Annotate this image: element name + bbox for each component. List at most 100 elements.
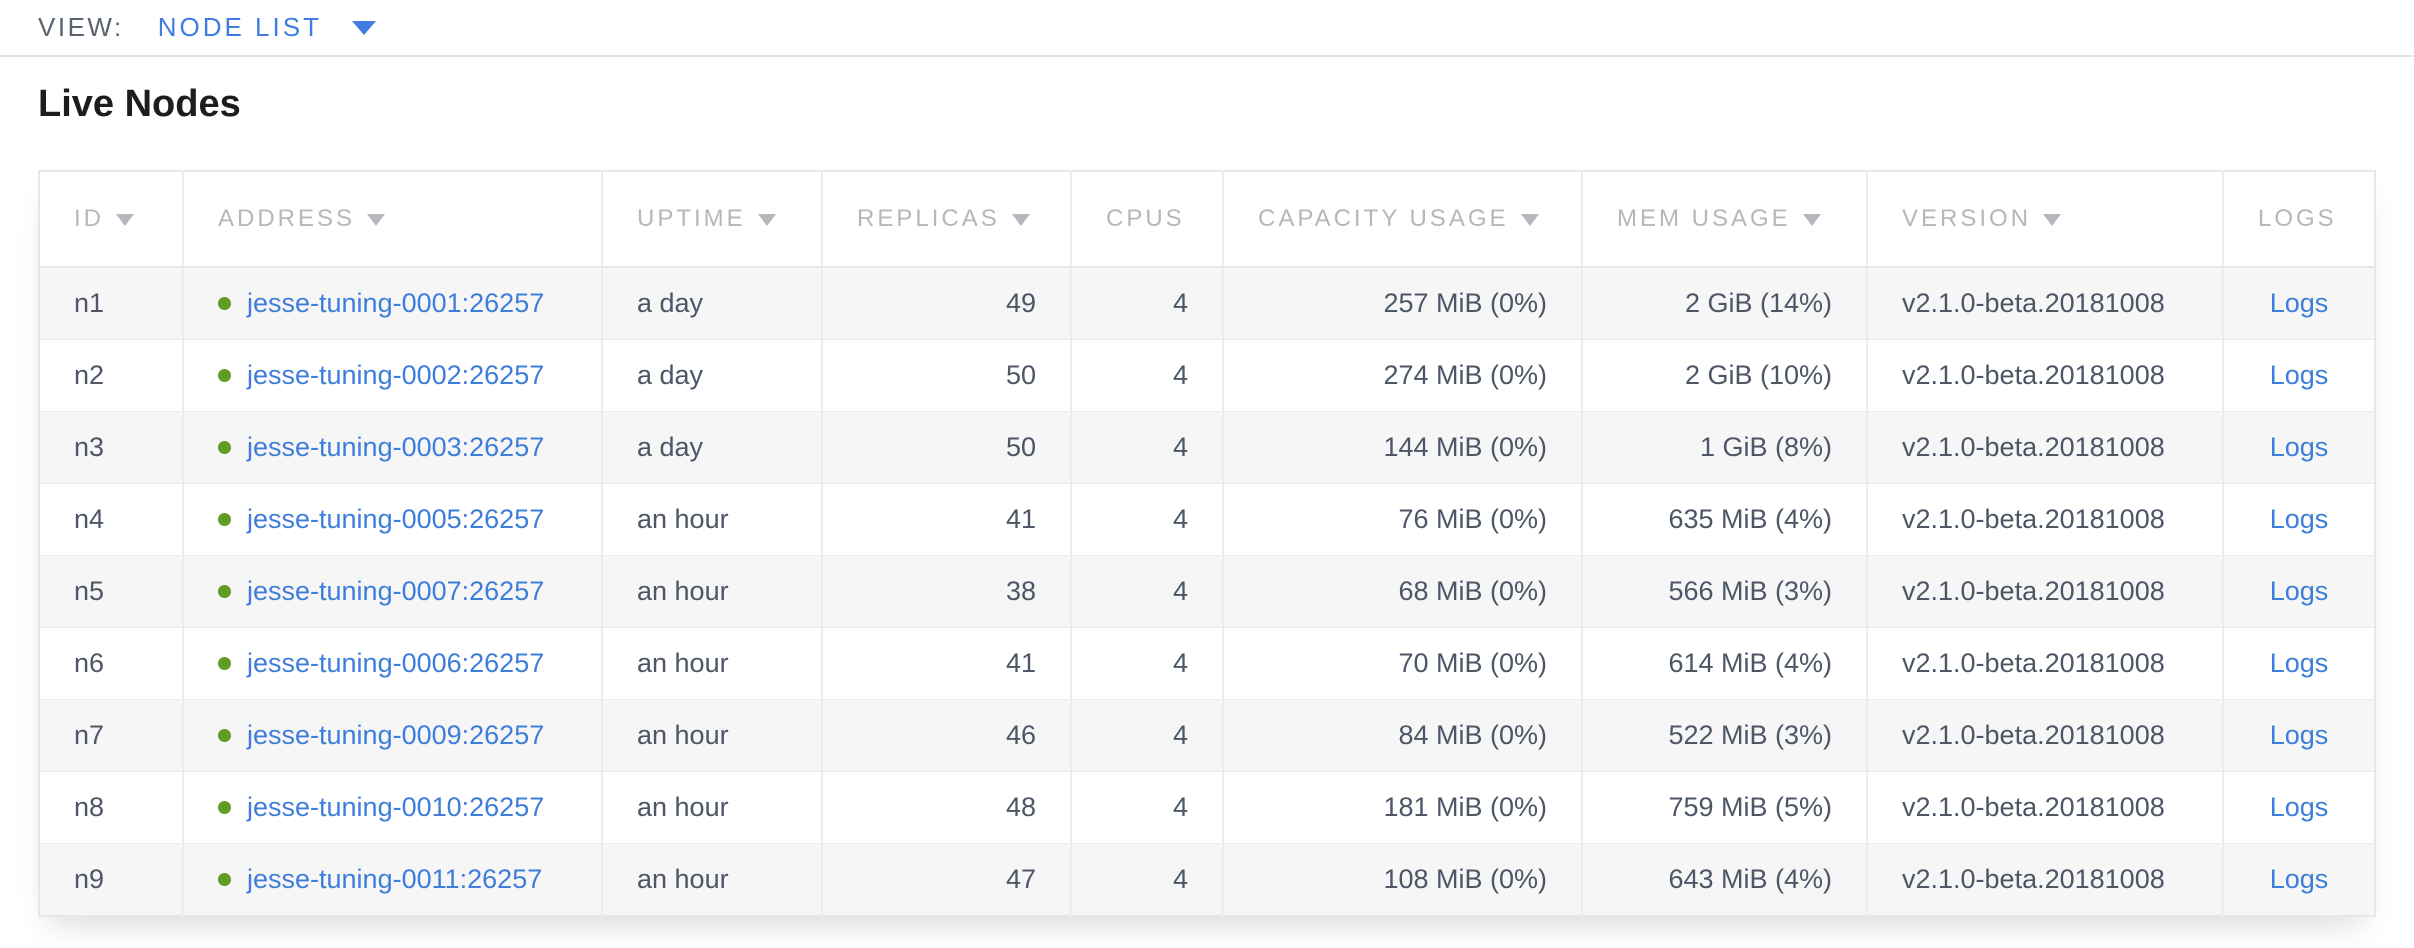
replicas-cell: 49 (822, 267, 1071, 340)
address-cell: jesse-tuning-0011:26257 (183, 844, 602, 917)
address-link[interactable]: jesse-tuning-0011:26257 (247, 864, 542, 894)
address-link[interactable]: jesse-tuning-0002:26257 (247, 360, 544, 390)
table-row: n8jesse-tuning-0010:26257an hour484181 M… (39, 772, 2375, 844)
capacity_usage-cell: 70 MiB (0%) (1223, 628, 1582, 700)
address-link[interactable]: jesse-tuning-0005:26257 (247, 504, 544, 534)
address-cell: jesse-tuning-0001:26257 (183, 267, 602, 340)
id-cell: n7 (39, 700, 183, 772)
cpus-cell: 4 (1071, 628, 1223, 700)
address-link[interactable]: jesse-tuning-0007:26257 (247, 576, 544, 606)
logs-cell: Logs (2223, 772, 2375, 844)
view-label: VIEW: (38, 12, 124, 43)
address-link[interactable]: jesse-tuning-0001:26257 (247, 288, 544, 318)
logs-link[interactable]: Logs (2270, 720, 2329, 750)
cpus-cell: 4 (1071, 844, 1223, 917)
logs-link[interactable]: Logs (2270, 360, 2329, 390)
capacity_usage-cell: 68 MiB (0%) (1223, 556, 1582, 628)
column-header-uptime[interactable]: UPTIME (602, 171, 822, 267)
id-cell: n5 (39, 556, 183, 628)
address-link[interactable]: jesse-tuning-0010:26257 (247, 792, 544, 822)
uptime-cell: an hour (602, 772, 822, 844)
address-link[interactable]: jesse-tuning-0006:26257 (247, 648, 544, 678)
table-row: n7jesse-tuning-0009:26257an hour46484 Mi… (39, 700, 2375, 772)
sort-desc-icon (758, 214, 776, 226)
logs-link[interactable]: Logs (2270, 432, 2329, 462)
column-header-logs: LOGS (2223, 171, 2375, 267)
node-status-icon (218, 657, 231, 670)
uptime-cell: a day (602, 412, 822, 484)
node-status-icon (218, 513, 231, 526)
table-row: n1jesse-tuning-0001:26257a day494257 MiB… (39, 267, 2375, 340)
mem_usage-cell: 643 MiB (4%) (1582, 844, 1867, 917)
mem_usage-cell: 566 MiB (3%) (1582, 556, 1867, 628)
uptime-cell: an hour (602, 700, 822, 772)
id-cell: n2 (39, 340, 183, 412)
version-cell: v2.1.0-beta.20181008 (1867, 340, 2223, 412)
cpus-cell: 4 (1071, 772, 1223, 844)
column-header-version[interactable]: VERSION (1867, 171, 2223, 267)
address-link[interactable]: jesse-tuning-0009:26257 (247, 720, 544, 750)
column-header-address[interactable]: ADDRESS (183, 171, 602, 267)
column-header-mem_usage[interactable]: MEM USAGE (1582, 171, 1867, 267)
logs-link[interactable]: Logs (2270, 648, 2329, 678)
column-header-id[interactable]: ID (39, 171, 183, 267)
column-header-label: VERSION (1902, 205, 2031, 232)
replicas-cell: 41 (822, 484, 1071, 556)
address-cell: jesse-tuning-0003:26257 (183, 412, 602, 484)
mem_usage-cell: 2 GiB (14%) (1582, 267, 1867, 340)
view-dropdown[interactable]: NODE LIST (158, 12, 376, 43)
logs-link[interactable]: Logs (2270, 864, 2329, 894)
address-cell: jesse-tuning-0007:26257 (183, 556, 602, 628)
node-status-icon (218, 801, 231, 814)
mem_usage-cell: 759 MiB (5%) (1582, 772, 1867, 844)
id-cell: n1 (39, 267, 183, 340)
logs-link[interactable]: Logs (2270, 504, 2329, 534)
address-link[interactable]: jesse-tuning-0003:26257 (247, 432, 544, 462)
id-cell: n6 (39, 628, 183, 700)
version-cell: v2.1.0-beta.20181008 (1867, 556, 2223, 628)
replicas-cell: 47 (822, 844, 1071, 917)
cpus-cell: 4 (1071, 340, 1223, 412)
version-cell: v2.1.0-beta.20181008 (1867, 628, 2223, 700)
logs-cell: Logs (2223, 628, 2375, 700)
main-content: Live Nodes IDADDRESSUPTIMEREPLICASCPUSCA… (0, 83, 2414, 917)
page-title: Live Nodes (38, 83, 2376, 126)
uptime-cell: an hour (602, 844, 822, 917)
view-bar: VIEW: NODE LIST (0, 0, 2414, 57)
node-status-icon (218, 441, 231, 454)
column-header-replicas[interactable]: REPLICAS (822, 171, 1071, 267)
column-header-label: UPTIME (637, 205, 746, 232)
logs-link[interactable]: Logs (2270, 288, 2329, 318)
mem_usage-cell: 522 MiB (3%) (1582, 700, 1867, 772)
node-status-icon (218, 729, 231, 742)
sort-desc-icon (1012, 214, 1030, 226)
capacity_usage-cell: 84 MiB (0%) (1223, 700, 1582, 772)
version-cell: v2.1.0-beta.20181008 (1867, 412, 2223, 484)
id-cell: n8 (39, 772, 183, 844)
column-header-label: CAPACITY USAGE (1258, 205, 1509, 232)
table-row: n4jesse-tuning-0005:26257an hour41476 Mi… (39, 484, 2375, 556)
capacity_usage-cell: 76 MiB (0%) (1223, 484, 1582, 556)
cpus-cell: 4 (1071, 556, 1223, 628)
version-cell: v2.1.0-beta.20181008 (1867, 772, 2223, 844)
logs-cell: Logs (2223, 340, 2375, 412)
logs-cell: Logs (2223, 844, 2375, 917)
node-list-table: IDADDRESSUPTIMEREPLICASCPUSCAPACITY USAG… (38, 170, 2376, 917)
sort-desc-icon (1521, 214, 1539, 226)
column-header-label: ADDRESS (218, 205, 355, 232)
cpus-cell: 4 (1071, 267, 1223, 340)
replicas-cell: 50 (822, 340, 1071, 412)
uptime-cell: an hour (602, 628, 822, 700)
id-cell: n4 (39, 484, 183, 556)
uptime-cell: a day (602, 267, 822, 340)
logs-link[interactable]: Logs (2270, 792, 2329, 822)
column-header-label: MEM USAGE (1617, 205, 1791, 232)
logs-cell: Logs (2223, 412, 2375, 484)
replicas-cell: 41 (822, 628, 1071, 700)
address-cell: jesse-tuning-0005:26257 (183, 484, 602, 556)
logs-link[interactable]: Logs (2270, 576, 2329, 606)
column-header-label: LOGS (2258, 205, 2337, 232)
column-header-capacity_usage[interactable]: CAPACITY USAGE (1223, 171, 1582, 267)
version-cell: v2.1.0-beta.20181008 (1867, 844, 2223, 917)
node-status-icon (218, 585, 231, 598)
